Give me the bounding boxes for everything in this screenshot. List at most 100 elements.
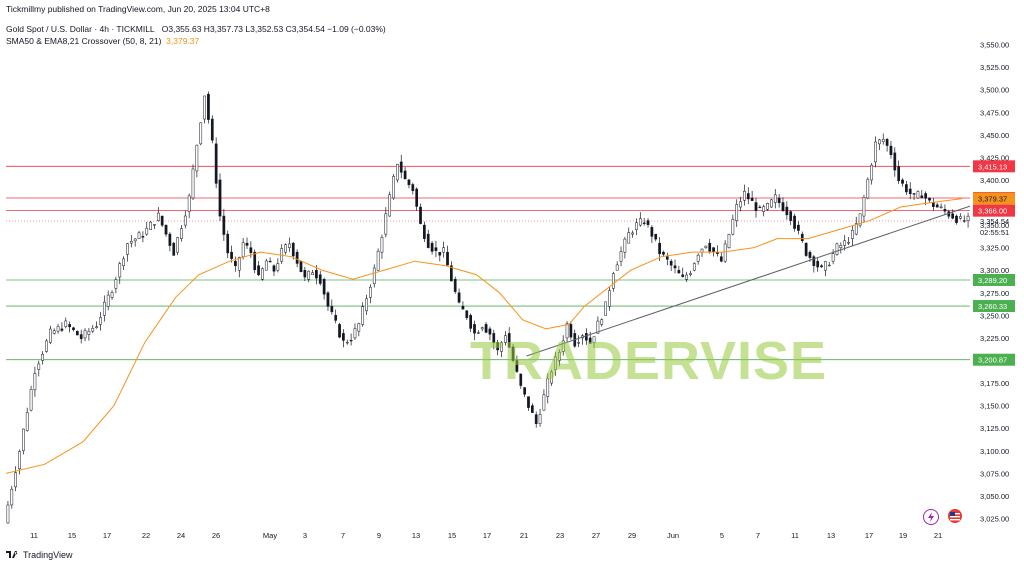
candle xyxy=(288,237,291,252)
candle-body xyxy=(45,340,48,352)
candle-body xyxy=(64,320,68,327)
candle xyxy=(56,323,60,334)
candle xyxy=(793,213,796,232)
candle-body xyxy=(434,247,438,251)
x-tick-label: 11 xyxy=(30,531,38,540)
candle xyxy=(731,214,735,236)
level-price-tag-bg xyxy=(973,204,1015,217)
candle-body xyxy=(257,265,260,276)
candle xyxy=(812,255,816,273)
candle xyxy=(307,270,311,283)
level-price-tag-bg xyxy=(973,160,1015,173)
candle-body xyxy=(122,258,125,266)
candle-body xyxy=(218,179,222,217)
candle xyxy=(102,295,106,322)
y-tick-label: 3,300.00 xyxy=(980,266,1009,275)
candle-body xyxy=(156,212,160,221)
candle xyxy=(611,271,615,292)
candle xyxy=(631,230,634,238)
candle-body xyxy=(638,218,642,226)
candle-body xyxy=(114,279,118,289)
candle xyxy=(426,229,430,249)
candle xyxy=(569,321,573,340)
candle-body xyxy=(430,242,434,252)
candle-body xyxy=(345,341,349,344)
candle xyxy=(457,288,461,304)
y-tick-label: 3,275.00 xyxy=(980,289,1009,298)
candle-body xyxy=(311,272,314,275)
candle xyxy=(357,322,361,337)
candle-body xyxy=(874,141,877,163)
candle-body xyxy=(72,327,75,331)
candle xyxy=(477,330,480,335)
candle-body xyxy=(820,265,823,268)
candle xyxy=(881,133,885,145)
candle xyxy=(554,351,557,376)
candle xyxy=(874,136,877,168)
candle xyxy=(719,252,723,263)
x-tick-label: 13 xyxy=(827,531,835,540)
candle-body xyxy=(438,251,442,256)
published-by-text: Tickmillmy published on TradingView.com,… xyxy=(6,4,270,14)
us-flag-icon[interactable] xyxy=(948,509,962,523)
candle xyxy=(264,258,268,271)
candle-body xyxy=(68,324,71,328)
candle xyxy=(41,351,44,365)
sma-price-tag-bg xyxy=(973,192,1015,205)
candle-body xyxy=(342,333,345,341)
candle-body xyxy=(924,193,928,199)
symbol-title[interactable]: Gold Spot / U.S. Dollar · 4h · TICKMILL xyxy=(6,24,155,34)
candle xyxy=(623,236,627,259)
candle xyxy=(218,173,222,221)
candle xyxy=(492,329,496,350)
candle xyxy=(561,335,565,356)
candle-body xyxy=(908,188,912,195)
candle-body xyxy=(145,227,149,235)
candle xyxy=(939,203,943,209)
x-tick-label: 15 xyxy=(68,531,76,540)
candle-body xyxy=(29,389,33,411)
candle-body xyxy=(25,412,29,431)
candle xyxy=(79,329,83,344)
candle-body xyxy=(527,396,530,408)
candle xyxy=(241,237,245,260)
candle-body xyxy=(777,197,781,204)
candle xyxy=(473,320,476,340)
candle-body xyxy=(492,333,496,344)
candle-body xyxy=(584,333,588,341)
candle-body xyxy=(480,327,484,330)
candle xyxy=(689,270,692,277)
candle xyxy=(230,245,233,263)
candle xyxy=(253,249,257,274)
candle-body xyxy=(357,323,361,332)
candle-body xyxy=(415,188,419,207)
candle xyxy=(511,343,515,363)
candle xyxy=(303,266,307,282)
candle xyxy=(450,261,453,282)
x-tick-label: 23 xyxy=(556,531,564,540)
candle xyxy=(500,340,503,358)
candle xyxy=(430,240,434,255)
candle xyxy=(773,189,777,209)
level-price-tag-bg xyxy=(973,353,1015,366)
candle-body xyxy=(885,139,889,146)
candle xyxy=(326,291,330,311)
tradingview-footer[interactable]: TradingView xyxy=(6,550,73,560)
indicator-legend[interactable]: SMA50 & EMA8,21 Crossover (50, 8, 21) 3,… xyxy=(6,36,199,46)
candle-body xyxy=(249,247,253,253)
candle xyxy=(739,196,742,212)
candle-body xyxy=(330,306,334,313)
candle-body xyxy=(731,219,735,235)
candle-body xyxy=(719,256,723,262)
candle xyxy=(831,249,835,265)
candle xyxy=(704,245,708,249)
candle-body xyxy=(419,206,422,224)
candle xyxy=(804,242,808,257)
candle-body xyxy=(789,211,793,221)
lightning-icon[interactable] xyxy=(923,509,939,525)
candle-body xyxy=(203,95,206,120)
candle-body xyxy=(615,264,619,271)
candle-body xyxy=(901,179,904,184)
candle-body xyxy=(261,268,264,280)
